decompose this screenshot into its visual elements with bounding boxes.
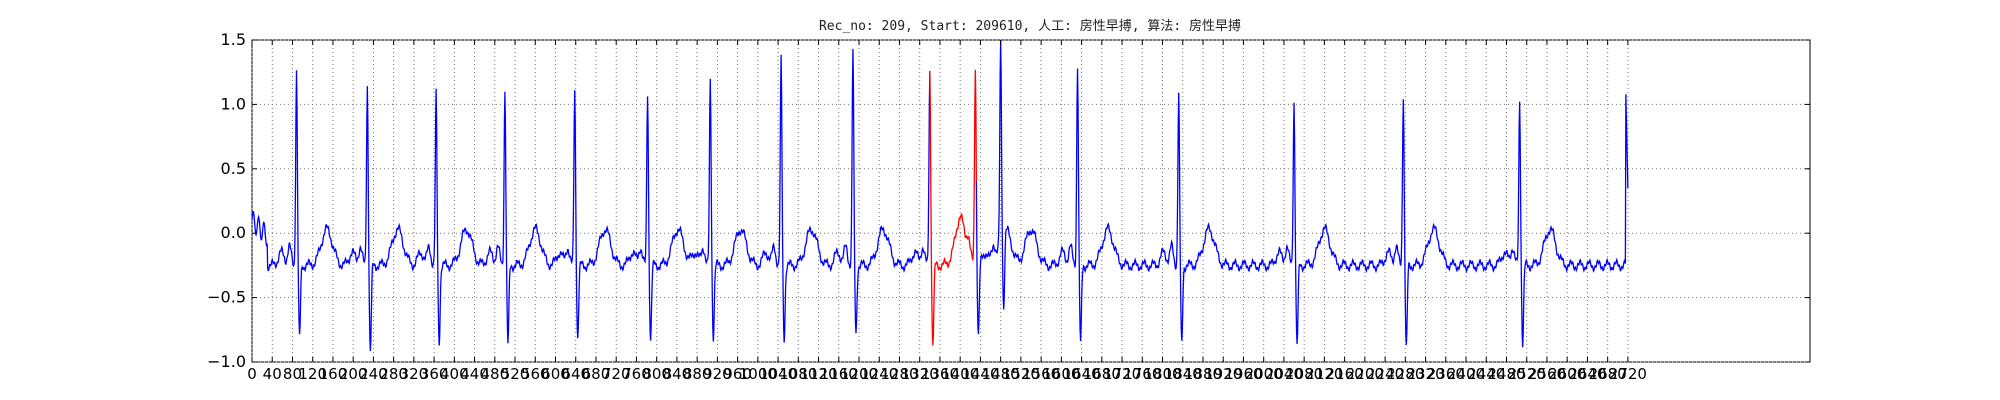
x-tick-label: 40	[263, 365, 282, 383]
x-tick-label: 120	[298, 365, 327, 383]
x-tick-label: 1560	[1022, 365, 1060, 383]
y-axis-ticks: −1.0 −0.5 0.0 0.5 1.0 1.5	[207, 30, 1810, 371]
x-tick-label: 360	[420, 365, 449, 383]
x-tick-label: 2000	[1245, 365, 1283, 383]
x-tick-label: 1080	[779, 365, 817, 383]
x-tick-label: 1640	[1062, 365, 1100, 383]
x-tick-label: 640	[561, 365, 590, 383]
x-tick-label: 2280	[1386, 365, 1424, 383]
x-tick-label: 1920	[1204, 365, 1242, 383]
x-tick-label: 2240	[1366, 365, 1404, 383]
y-tick-label: −1.0	[207, 352, 246, 371]
x-tick-label: 2640	[1568, 365, 1606, 383]
x-tick-label: 2080	[1285, 365, 1323, 383]
x-tick-label: 480	[480, 365, 509, 383]
y-tick-label: 0.5	[221, 159, 246, 178]
x-tick-label: 2560	[1528, 365, 1566, 383]
x-tick-label: 840	[663, 365, 692, 383]
x-axis-ticks: 0 40 8012016020024028032036040044048052056…	[247, 40, 1647, 383]
chart-title: Rec_no: 209, Start: 209610, 人工: 房性早搏, 算法…	[819, 18, 1241, 34]
y-tick-label: 1.0	[221, 94, 246, 113]
x-tick-label: 2120	[1305, 365, 1343, 383]
x-tick-label: 520	[501, 365, 530, 383]
x-tick-label: 1160	[820, 365, 858, 383]
x-tick-label: 1800	[1143, 365, 1181, 383]
x-tick-label: 1120	[799, 365, 837, 383]
x-tick-label: 1000	[739, 365, 777, 383]
x-tick-label: 2520	[1508, 365, 1546, 383]
x-tick-label: 1360	[921, 365, 959, 383]
x-tick-label: 280	[379, 365, 408, 383]
x-tick-label: 2680	[1589, 365, 1627, 383]
ecg-normal-segment	[975, 39, 1629, 348]
x-tick-label: 960	[723, 365, 752, 383]
x-tick-label: 0	[247, 365, 257, 383]
y-tick-label: −0.5	[207, 288, 246, 307]
x-tick-label: 1680	[1083, 365, 1121, 383]
x-tick-label: 560	[521, 365, 550, 383]
x-tick-label: 200	[339, 365, 368, 383]
x-tick-label: 2320	[1406, 365, 1444, 383]
x-tick-label: 800	[642, 365, 671, 383]
x-tick-label: 2720	[1609, 365, 1647, 383]
plot-frame	[251, 39, 1811, 363]
x-tick-label: 2160	[1326, 365, 1364, 383]
x-tick-label: 1280	[880, 365, 918, 383]
x-tick-label: 2480	[1487, 365, 1525, 383]
x-tick-label: 2400	[1447, 365, 1485, 383]
x-tick-label: 1960	[1224, 365, 1262, 383]
ecg-trace	[251, 39, 1629, 352]
x-tick-label: 2200	[1346, 365, 1384, 383]
ecg-premature-beat-segment	[929, 69, 978, 346]
x-tick-label: 2360	[1427, 365, 1465, 383]
x-tick-label: 240	[359, 365, 388, 383]
x-tick-label: 1760	[1123, 365, 1161, 383]
x-tick-label: 2440	[1467, 365, 1505, 383]
grid-lines	[251, 39, 1810, 363]
x-tick-label: 680	[582, 365, 611, 383]
x-tick-label: 1600	[1042, 365, 1080, 383]
x-tick-label: 400	[440, 365, 469, 383]
x-tick-label: 320	[400, 365, 429, 383]
x-tick-label: 1520	[1002, 365, 1040, 383]
x-tick-label: 440	[460, 365, 489, 383]
x-tick-label: 1440	[961, 365, 999, 383]
x-tick-label: 2600	[1548, 365, 1586, 383]
x-tick-label: 1720	[1103, 365, 1141, 383]
x-tick-label: 880	[683, 365, 712, 383]
x-tick-label: 600	[541, 365, 570, 383]
x-tick-label: 80	[283, 365, 302, 383]
x-tick-label: 1400	[941, 365, 979, 383]
x-tick-label: 1320	[901, 365, 939, 383]
x-tick-label: 2040	[1265, 365, 1303, 383]
x-tick-label: 1240	[860, 365, 898, 383]
y-tick-label: 1.5	[221, 30, 246, 49]
x-tick-label: 1880	[1184, 365, 1222, 383]
x-tick-label: 1200	[840, 365, 878, 383]
x-tick-label: 760	[622, 365, 651, 383]
x-tick-label: 160	[319, 365, 348, 383]
ecg-normal-segment	[251, 48, 931, 352]
x-tick-label: 1480	[982, 365, 1020, 383]
x-tick-label: 720	[602, 365, 631, 383]
y-tick-label: 0.0	[221, 223, 246, 242]
x-tick-label: 1040	[759, 365, 797, 383]
x-tick-label: 1840	[1164, 365, 1202, 383]
x-tick-label: 920	[703, 365, 732, 383]
